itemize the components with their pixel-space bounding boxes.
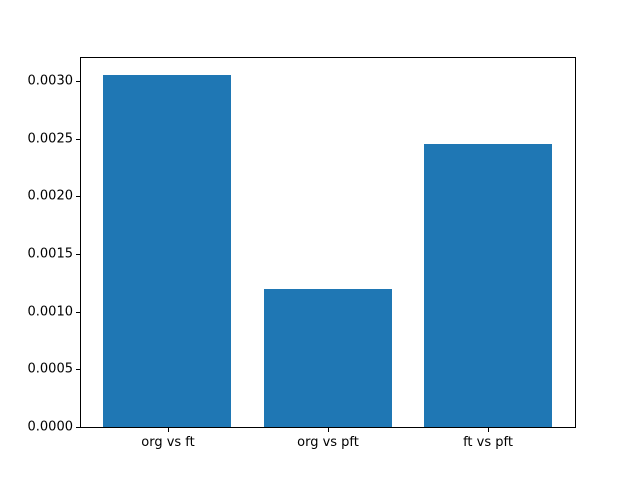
y-tick-mark [76,254,80,255]
x-tick-label-org-vs-ft: org vs ft [141,435,195,450]
y-tick-mark [76,139,80,140]
y-tick-mark [76,369,80,370]
plot-area [80,57,576,428]
y-tick-mark [76,427,80,428]
y-tick-label: 0.0025 [27,131,74,147]
y-tick-label: 0.0000 [27,419,74,435]
x-tick-mark [328,428,329,432]
bar-org-vs-pft [264,289,392,427]
y-tick-mark [76,312,80,313]
y-tick-mark [76,196,80,197]
y-tick-label: 0.0005 [27,361,74,377]
y-tick-label: 0.0015 [27,246,74,262]
x-tick-label-ft-vs-pft: ft vs pft [463,435,513,450]
y-tick-label: 0.0020 [27,188,74,204]
y-tick-mark [76,81,80,82]
x-tick-mark [488,428,489,432]
bar-org-vs-ft [103,75,231,427]
y-tick-label: 0.0030 [27,73,74,89]
x-tick-mark [168,428,169,432]
bar-ft-vs-pft [424,144,552,427]
x-tick-label-org-vs-pft: org vs pft [297,435,359,450]
y-tick-label: 0.0010 [27,304,74,320]
